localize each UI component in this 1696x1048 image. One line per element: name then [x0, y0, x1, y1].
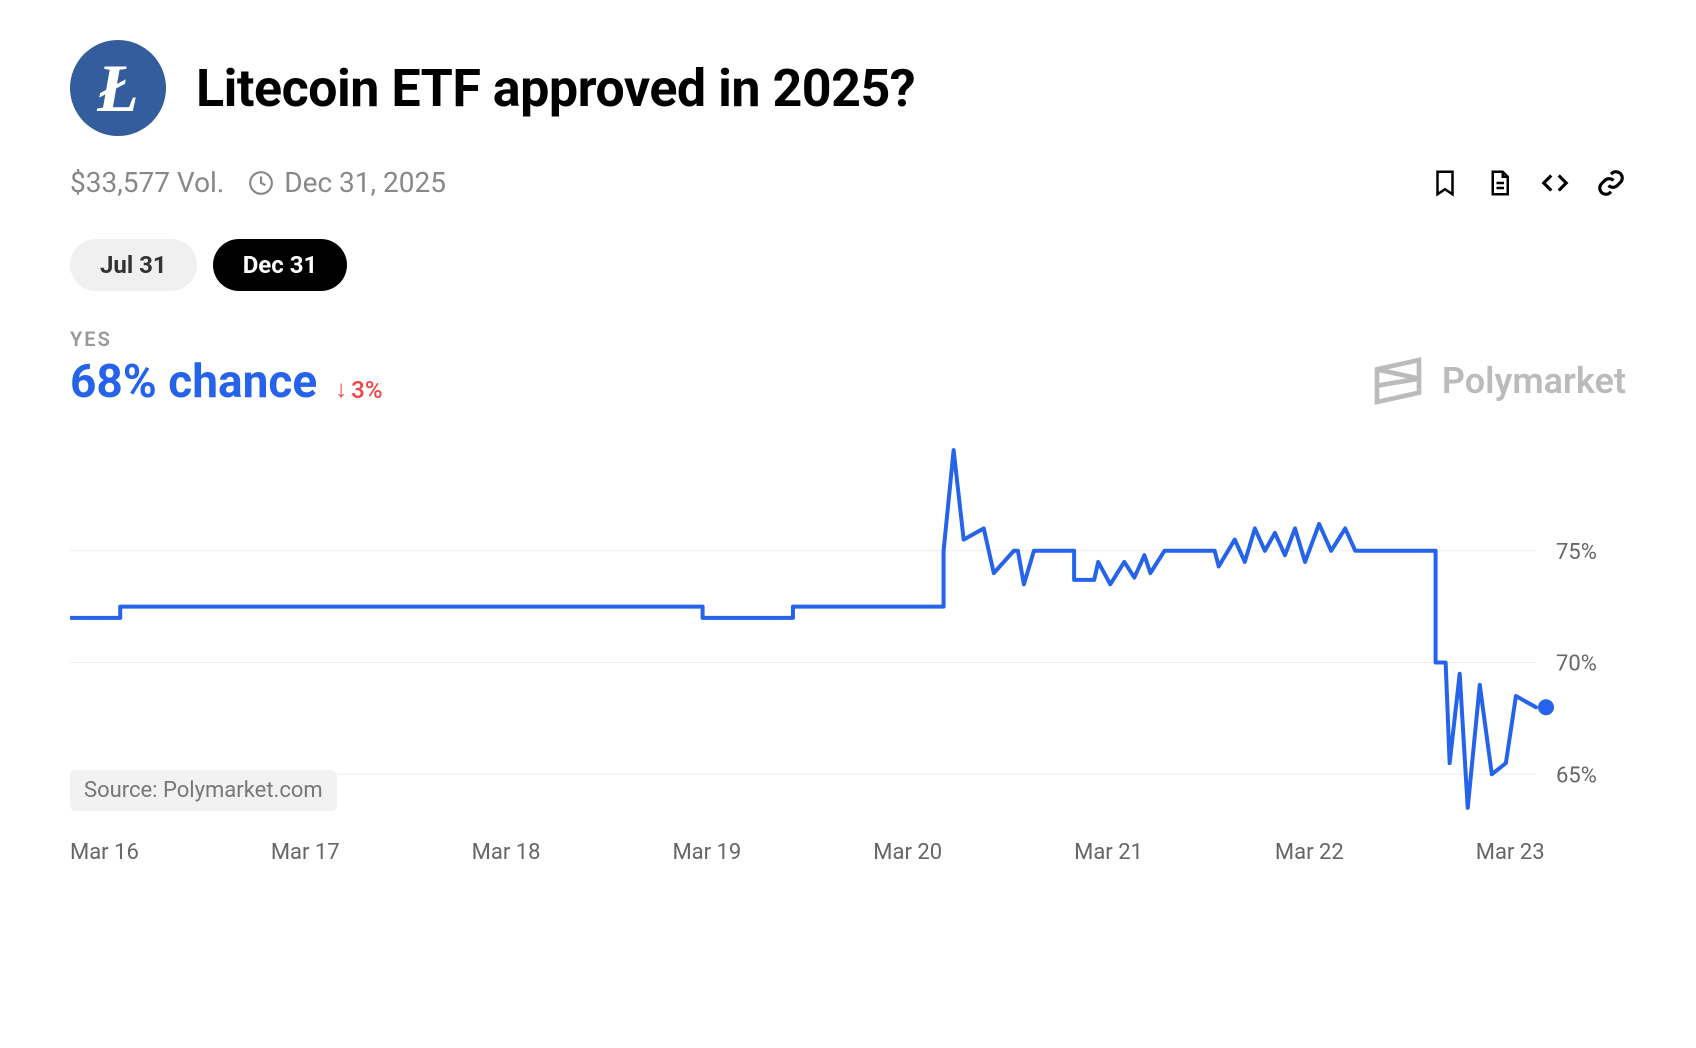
header: Ł Litecoin ETF approved in 2025?	[70, 40, 1626, 136]
svg-text:Mar 19: Mar 19	[672, 840, 741, 865]
svg-text:Mar 16: Mar 16	[70, 840, 139, 865]
summary-left: YES 68% chance ↓ 3%	[70, 327, 382, 409]
price-chart[interactable]: 65% 70% 75% Mar 16 Mar 17 Mar 18 Mar 19 Mar 20 M…	[70, 429, 1626, 869]
volume-text: $33,577 Vol.	[70, 166, 224, 199]
svg-text:75%: 75%	[1556, 540, 1597, 565]
svg-text:Mar 20: Mar 20	[873, 840, 942, 865]
meta-left: $33,577 Vol. Dec 31, 2025	[70, 166, 446, 199]
document-icon[interactable]	[1484, 168, 1514, 198]
svg-text:Mar 23: Mar 23	[1476, 840, 1545, 865]
outcome-label: YES	[70, 327, 382, 351]
resolution-date: Dec 31, 2025	[248, 166, 446, 199]
delta-value: 3%	[351, 376, 382, 404]
brand-watermark: Polymarket	[1370, 353, 1626, 409]
svg-text:Mar 17: Mar 17	[271, 840, 340, 865]
svg-text:Mar 18: Mar 18	[472, 840, 541, 865]
date-text: Dec 31, 2025	[284, 166, 446, 199]
date-tabs: Jul 31 Dec 31	[70, 239, 1626, 291]
summary-row: YES 68% chance ↓ 3% Polymarket	[70, 327, 1626, 409]
svg-text:Mar 22: Mar 22	[1275, 840, 1344, 865]
embed-icon[interactable]	[1538, 168, 1572, 198]
svg-text:Mar 21: Mar 21	[1074, 840, 1143, 865]
link-icon[interactable]	[1596, 168, 1626, 198]
delta-arrow-icon: ↓	[335, 375, 347, 404]
meta-row: $33,577 Vol. Dec 31, 2025	[70, 166, 1626, 199]
action-icons	[1430, 168, 1626, 198]
chance-row: 68% chance ↓ 3%	[70, 355, 382, 409]
tab-jul-31[interactable]: Jul 31	[70, 239, 197, 291]
clock-icon	[248, 170, 274, 196]
source-badge: Source: Polymarket.com	[70, 770, 337, 811]
tab-dec-31[interactable]: Dec 31	[213, 239, 348, 291]
brand-name: Polymarket	[1442, 360, 1626, 402]
chance-value: 68% chance	[70, 355, 317, 409]
svg-text:65%: 65%	[1556, 763, 1597, 788]
bookmark-icon[interactable]	[1430, 168, 1460, 198]
chance-delta: ↓ 3%	[335, 375, 382, 404]
market-title: Litecoin ETF approved in 2025?	[196, 58, 915, 119]
market-logo: Ł	[70, 40, 166, 136]
polymarket-logo-icon	[1370, 353, 1426, 409]
svg-text:70%: 70%	[1556, 652, 1597, 677]
